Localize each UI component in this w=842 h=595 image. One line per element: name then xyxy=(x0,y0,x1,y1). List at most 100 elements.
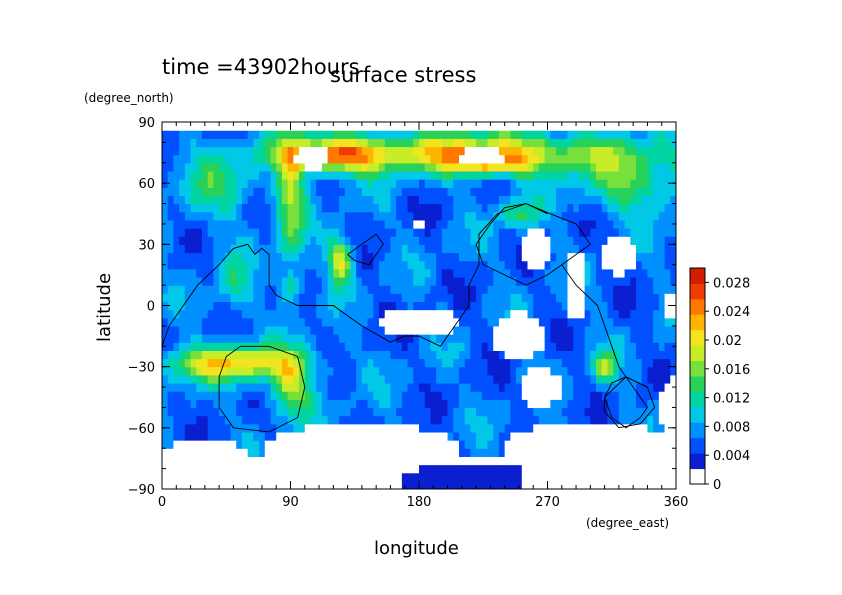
field-cell xyxy=(253,317,260,327)
field-cell xyxy=(590,252,597,262)
field-cell xyxy=(424,260,432,270)
field-cell xyxy=(276,301,283,311)
field-cell xyxy=(567,399,574,409)
field-cell xyxy=(510,138,517,148)
field-cell xyxy=(573,350,580,360)
field-cell xyxy=(162,187,169,196)
field-cell xyxy=(493,431,500,441)
field-cell xyxy=(567,130,574,139)
field-cell xyxy=(578,448,586,457)
field-cell xyxy=(373,162,380,172)
field-cell xyxy=(356,268,363,278)
field-cell xyxy=(230,399,237,409)
field-cell xyxy=(561,382,569,392)
field-cell xyxy=(293,423,300,433)
field-cell xyxy=(310,252,317,262)
field-cell xyxy=(390,162,397,172)
field-cell xyxy=(561,130,569,139)
field-cell xyxy=(173,448,180,457)
field-cell xyxy=(487,236,494,245)
field-cell xyxy=(213,456,220,466)
field-cell xyxy=(241,464,249,474)
field-cell xyxy=(179,358,186,368)
field-cell xyxy=(373,464,380,474)
field-cell xyxy=(476,195,483,205)
field-cell xyxy=(561,309,569,319)
field-cell xyxy=(516,138,523,148)
field-cell xyxy=(321,382,329,392)
field-cell xyxy=(516,236,523,245)
field-cell xyxy=(287,334,294,343)
field-cell xyxy=(281,203,289,213)
field-cell xyxy=(316,382,323,392)
field-cell xyxy=(584,366,591,376)
field-cell xyxy=(636,179,643,188)
field-cell xyxy=(367,464,374,474)
field-cell xyxy=(373,423,380,433)
field-cell xyxy=(327,146,334,156)
field-cell xyxy=(630,260,637,270)
field-cell xyxy=(224,138,232,148)
field-cell xyxy=(327,415,334,425)
field-cell xyxy=(436,170,443,180)
field-cell xyxy=(219,431,226,441)
field-cell xyxy=(590,342,597,351)
field-cell xyxy=(213,130,220,139)
field-cell xyxy=(259,431,266,441)
field-cell xyxy=(384,244,392,254)
field-cell xyxy=(481,179,489,188)
field-cell xyxy=(538,448,546,457)
field-cell xyxy=(567,431,574,441)
field-cell xyxy=(413,179,420,188)
field-cell xyxy=(647,195,654,205)
field-cell xyxy=(550,211,557,221)
field-cell xyxy=(658,187,666,196)
field-cell xyxy=(498,236,506,245)
field-cell xyxy=(653,391,660,400)
field-cell xyxy=(350,228,357,237)
field-cell xyxy=(230,325,237,335)
field-cell xyxy=(573,146,580,156)
field-cell xyxy=(596,456,603,466)
field-cell xyxy=(430,187,437,196)
field-cell xyxy=(498,187,506,196)
field-cell xyxy=(527,309,534,319)
field-cell xyxy=(310,146,317,156)
field-cell xyxy=(264,195,272,205)
field-cell xyxy=(201,415,209,425)
field-cell xyxy=(521,211,529,221)
field-cell xyxy=(618,399,626,409)
field-cell xyxy=(510,211,517,221)
field-cell xyxy=(344,195,352,205)
field-cell xyxy=(173,293,180,303)
field-cell xyxy=(401,325,409,335)
field-cell xyxy=(304,138,312,148)
colorbar-band xyxy=(690,437,705,454)
field-cell xyxy=(213,309,220,319)
field-cell xyxy=(241,170,249,180)
field-cell xyxy=(441,228,449,237)
field-cell xyxy=(213,480,220,489)
field-cell xyxy=(658,301,666,311)
field-cell xyxy=(390,268,397,278)
field-cell xyxy=(441,236,449,245)
field-cell xyxy=(458,382,466,392)
field-cell xyxy=(453,228,460,237)
field-cell xyxy=(533,228,540,237)
field-cell xyxy=(567,285,574,294)
field-cell xyxy=(299,154,306,164)
field-cell xyxy=(458,366,466,376)
field-cell xyxy=(167,334,175,343)
field-cell xyxy=(618,285,626,294)
field-cell xyxy=(373,415,380,425)
field-cell xyxy=(281,187,289,196)
field-cell xyxy=(498,317,506,327)
field-cell xyxy=(390,358,397,368)
field-cell xyxy=(556,276,563,286)
field-cell xyxy=(419,138,426,148)
field-cell xyxy=(664,170,671,180)
field-cell xyxy=(310,228,317,237)
field-cell xyxy=(613,203,620,213)
field-cell xyxy=(607,464,614,474)
field-cell xyxy=(504,366,511,376)
